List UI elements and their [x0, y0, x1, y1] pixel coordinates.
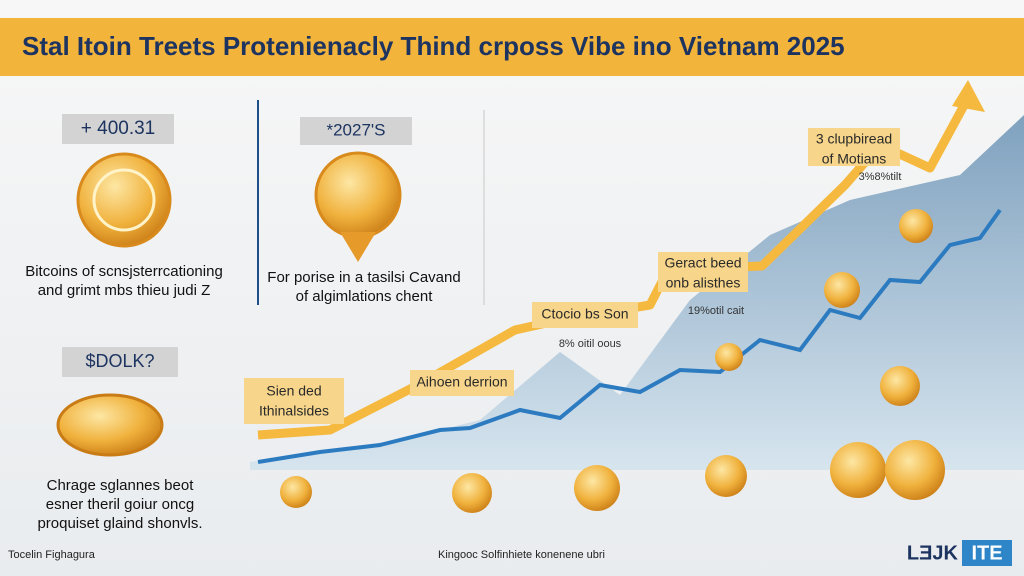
stat-badge	[300, 117, 412, 145]
title-bar	[0, 18, 1024, 76]
stat-badge	[62, 347, 178, 377]
footer-left: Tocelin Fighagura	[8, 549, 96, 561]
stat-value: $DOLK?	[85, 351, 154, 371]
title: Stal Itoin Treets Protenienacly Thind cr…	[22, 31, 845, 61]
annotation-box	[808, 128, 900, 166]
annotation: Sien ded	[266, 383, 321, 399]
logo-box	[962, 540, 1012, 566]
annotation-box	[532, 302, 638, 328]
medal-ribbon	[340, 232, 376, 262]
stat-caption: proquiset glaind shonvls.	[37, 515, 202, 532]
coin	[824, 272, 860, 308]
stat-caption: Chrage sglannes beot	[47, 477, 195, 494]
trend-line	[257, 208, 1002, 464]
annotation: Ithinalsides	[259, 403, 329, 419]
coin	[715, 343, 743, 371]
coin-icon	[92, 168, 156, 232]
logo: LƎJK	[907, 542, 959, 564]
footer-center: Kingooc Solfinhiete konenene ubri	[438, 549, 605, 561]
stat-badge	[62, 114, 174, 144]
coin-icon	[76, 152, 172, 248]
annotation: onb alisthes	[666, 275, 741, 291]
coin	[899, 209, 933, 243]
coin	[830, 442, 886, 498]
annotation: Geract beed	[664, 255, 741, 271]
coin	[705, 455, 747, 497]
coin-stack	[56, 393, 164, 457]
logo: ITE	[971, 542, 1002, 564]
annotation: 3%8%tilt	[859, 171, 902, 183]
annotation: Aihoen derrion	[416, 374, 507, 390]
annotation: 3 clupbiread	[816, 131, 892, 147]
coin	[885, 440, 945, 500]
coins	[280, 209, 945, 513]
annotation: 8% oitil oous	[559, 338, 622, 350]
annotation: Ctocio bs Son	[541, 306, 628, 322]
coin	[452, 473, 492, 513]
stat-caption: and grimt mbs thieu judi Z	[38, 282, 211, 299]
coin	[280, 476, 312, 508]
stat-caption: esner theril goiur oncg	[46, 496, 194, 513]
stat-value: *2027'S	[326, 120, 385, 139]
stat-value: + 400.31	[81, 118, 156, 139]
stat-caption: For porise in a tasilsi Cavand	[267, 269, 460, 286]
arrow-head	[952, 80, 985, 112]
coin	[574, 465, 620, 511]
annotation: of Motians	[822, 151, 887, 167]
coin	[880, 366, 920, 406]
stat-caption: Bitcoins of scnsjsterrcationing	[25, 263, 223, 280]
stat-caption: of algimlations chent	[296, 288, 434, 305]
annotation-box	[658, 252, 748, 292]
medal-icon	[314, 151, 402, 239]
annotation-box	[244, 378, 344, 424]
trend-area	[250, 115, 1024, 470]
annotation-box	[410, 370, 514, 396]
annotation: 19%otil cait	[688, 305, 744, 317]
